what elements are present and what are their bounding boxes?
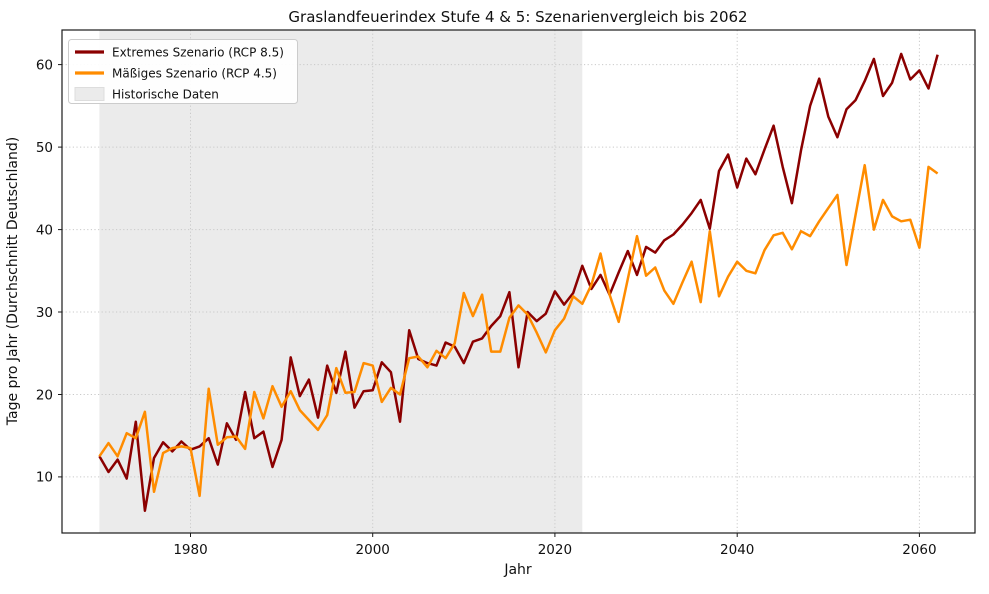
x-tick-label: 1980 bbox=[173, 542, 207, 558]
legend-label-historische-daten: Historische Daten bbox=[112, 88, 219, 102]
chart-title: Graslandfeuerindex Stufe 4 & 5: Szenarie… bbox=[288, 8, 747, 26]
legend-patch-historische-daten bbox=[74, 87, 105, 101]
y-axis-label: Tage pro Jahr (Durchschnitt Deutschland) bbox=[5, 137, 21, 426]
plot-area: 1980 2000 2020 2040 2060 10 20 30 40 50 60 bbox=[36, 30, 975, 558]
x-axis-label: Jahr bbox=[503, 562, 532, 578]
legend-box bbox=[68, 39, 298, 104]
series-line-extremes-szenario bbox=[98, 52, 939, 512]
x-tick-label: 2020 bbox=[538, 542, 572, 558]
y-tick-label: 30 bbox=[36, 305, 53, 321]
y-tick-label: 40 bbox=[36, 222, 53, 238]
x-tick-label: 2040 bbox=[720, 542, 754, 558]
legend: Extremes Szenario (RCP 8.5) Mäßiges Szen… bbox=[68, 39, 298, 104]
series-line-maessiges-szenario bbox=[98, 163, 939, 498]
x-tick-label: 2060 bbox=[902, 542, 936, 558]
y-tick-label: 20 bbox=[36, 387, 53, 403]
y-tick-label: 10 bbox=[36, 470, 53, 486]
legend-label-maessiges-szenario: Mäßiges Szenario (RCP 4.5) bbox=[112, 67, 277, 81]
plot-frame bbox=[61, 29, 976, 534]
x-tick-label: 2000 bbox=[356, 542, 390, 558]
y-tick-label: 50 bbox=[36, 140, 53, 156]
legend-label-extremes-szenario: Extremes Szenario (RCP 8.5) bbox=[112, 46, 284, 60]
historical-region bbox=[99, 30, 583, 533]
y-tick-label: 60 bbox=[36, 57, 53, 73]
